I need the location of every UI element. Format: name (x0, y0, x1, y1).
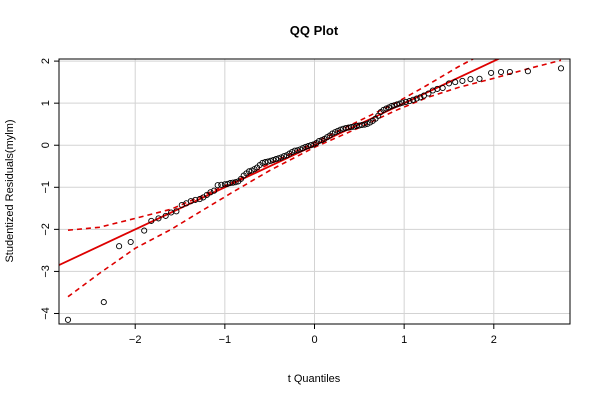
data-point (410, 96, 417, 103)
data-point (116, 243, 123, 250)
data-point (393, 101, 401, 108)
envelope-upper-line (67, 59, 475, 231)
data-point (476, 75, 483, 82)
data-point (214, 182, 221, 189)
data-point (211, 187, 218, 194)
data-point (391, 102, 398, 109)
data-point (100, 299, 107, 306)
y-axis: −4 −3 −2 −1 0 1 2 (40, 58, 59, 320)
data-point (259, 159, 266, 166)
data-point (218, 181, 225, 188)
x-tick-label: 0 (311, 334, 317, 346)
data-point (524, 68, 531, 75)
data-point (229, 179, 236, 186)
data-point (417, 94, 424, 101)
data-point (291, 147, 298, 154)
data-point (425, 90, 432, 97)
data-point (396, 100, 403, 107)
data-point (361, 121, 368, 128)
y-tick-label: 2 (40, 58, 52, 64)
data-point (497, 68, 505, 76)
data-point (246, 168, 253, 175)
data-point (264, 158, 271, 165)
data-point (294, 147, 301, 154)
data-point (488, 69, 495, 76)
data-points (64, 65, 565, 323)
data-point (388, 103, 395, 110)
y-axis-label: Studentized Residuals(mylm) (4, 119, 16, 262)
y-tick-label: −4 (40, 307, 52, 320)
x-axis-label: t Quantiles (288, 373, 341, 385)
chart-title: QQ Plot (290, 23, 339, 38)
x-axis: −2 −1 0 1 2 (129, 324, 497, 346)
y-tick-label: −1 (40, 181, 52, 194)
data-point (452, 79, 459, 86)
data-point (262, 159, 269, 166)
data-point (315, 137, 323, 145)
data-point (141, 227, 148, 234)
grid-lines (59, 59, 570, 324)
data-point (402, 98, 409, 105)
y-tick-label: 0 (40, 142, 52, 148)
data-point (399, 99, 406, 106)
data-point (155, 215, 162, 222)
data-point (557, 65, 565, 72)
data-point (280, 153, 288, 160)
data-point (64, 316, 72, 323)
data-point (413, 95, 420, 102)
data-point (127, 238, 134, 246)
y-tick-label: −3 (40, 265, 52, 278)
data-point (267, 157, 274, 164)
data-point (406, 98, 413, 105)
data-point (305, 143, 312, 150)
data-point (162, 212, 169, 219)
data-point (445, 80, 453, 87)
data-point (196, 196, 203, 203)
data-point (337, 126, 344, 133)
data-point (173, 208, 180, 215)
data-point (302, 143, 309, 150)
x-tick-label: 1 (401, 334, 407, 346)
data-point (439, 84, 446, 92)
data-point (459, 77, 466, 84)
data-point (307, 142, 314, 149)
data-point (506, 68, 513, 76)
x-tick-label: −1 (219, 334, 232, 346)
data-point (467, 76, 474, 83)
data-point (270, 156, 277, 164)
x-tick-label: −2 (129, 334, 142, 346)
x-tick-label: 2 (491, 334, 497, 346)
y-tick-label: 1 (40, 100, 52, 106)
y-tick-label: −2 (40, 223, 52, 236)
data-point (207, 189, 214, 196)
data-point (272, 156, 280, 163)
data-point (192, 196, 199, 203)
data-point (232, 179, 239, 186)
data-point (275, 155, 282, 162)
data-point (148, 217, 155, 224)
